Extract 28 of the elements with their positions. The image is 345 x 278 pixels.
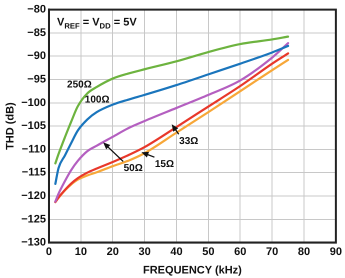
y-tick-label: −80	[27, 4, 46, 16]
x-tick-label: 0	[46, 246, 52, 258]
y-tick-label: −110	[22, 143, 46, 156]
y-tick-label: −115	[22, 166, 46, 179]
y-tick-label: −100	[21, 96, 46, 109]
annotation: 100Ω	[84, 94, 110, 106]
y-tick-label: −130	[21, 236, 46, 249]
y-tick-label: −90	[27, 50, 46, 62]
x-axis-title: FREQUENCY (kHz)	[143, 264, 242, 276]
y-tick-label: −120	[21, 190, 46, 202]
y-tick-label: −105	[21, 120, 46, 132]
y-axis-title: THD (dB)	[4, 102, 17, 150]
y-tick-label: −85	[27, 26, 46, 39]
y-tick-label: −125	[21, 213, 46, 226]
x-tick-label: 30	[138, 246, 151, 258]
annotation: 33Ω	[179, 136, 198, 147]
x-tick-label: 80	[298, 246, 310, 258]
x-tick-label: 10	[74, 246, 87, 258]
x-tick-label: 70	[266, 246, 278, 258]
x-tick-label: 40	[170, 246, 183, 258]
x-tick-label: 90	[330, 246, 342, 258]
y-tick-label: −95	[27, 74, 46, 86]
annotation: 250Ω	[67, 80, 92, 91]
x-tick-label: 60	[234, 246, 246, 258]
annotation: 15Ω	[154, 158, 174, 170]
x-tick-label: 50	[202, 246, 214, 258]
x-tick-label: 20	[106, 246, 119, 258]
annotation: 50Ω	[124, 163, 143, 174]
